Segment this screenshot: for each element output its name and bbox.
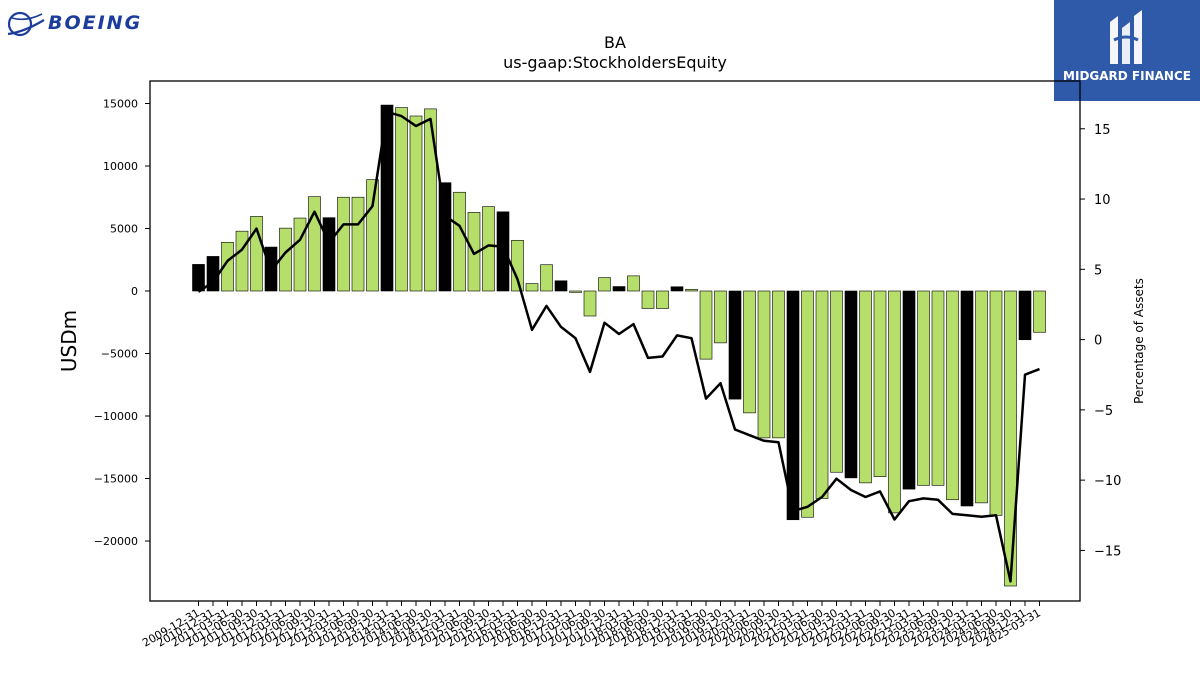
bar (714, 290, 727, 344)
y-tick-label: −20000 (94, 535, 138, 548)
y2-tick-label: 5 (1094, 263, 1102, 278)
bar (844, 290, 858, 479)
bar (989, 290, 1003, 516)
midgard-finance-logo: MIDGARD FINANCE (1054, 0, 1200, 101)
boeing-logo: BOEING (6, 6, 181, 44)
bar (1033, 290, 1046, 333)
bar (380, 104, 394, 292)
bar (830, 290, 843, 473)
bar (670, 286, 684, 292)
bar (699, 290, 713, 360)
bar (859, 290, 872, 484)
bar (235, 230, 249, 292)
bar (438, 182, 452, 292)
bar (322, 217, 336, 292)
bar (627, 275, 640, 292)
boeing-globe-icon (7, 11, 45, 37)
bar (409, 115, 423, 292)
midgard-wordmark: MIDGARD FINANCE (1063, 69, 1191, 83)
y-tick-label: 10000 (103, 160, 138, 173)
bar (786, 290, 800, 521)
bar (337, 196, 350, 292)
y2-tick-label: 15 (1094, 123, 1111, 138)
y-tick-label: 15000 (103, 98, 138, 111)
y2-tick-label: −15 (1094, 544, 1121, 559)
y2-tick-label: −5 (1094, 404, 1113, 419)
bar (453, 191, 466, 292)
bar (1018, 290, 1032, 341)
bar (1004, 290, 1017, 587)
bar (366, 179, 379, 292)
bar (569, 290, 582, 293)
y2-axis-label: Percentage of Assets (1132, 278, 1146, 404)
bar (801, 290, 814, 518)
chart-subtitle: us-gaap:StockholdersEquity (503, 53, 727, 72)
bar (612, 286, 626, 292)
chart-title: BA (604, 33, 626, 52)
plot-frame (149, 80, 1081, 602)
bar (946, 290, 959, 501)
bar (917, 290, 930, 486)
bar (743, 290, 756, 414)
y2-tick-label: 10 (1094, 193, 1111, 208)
bar (641, 290, 655, 309)
bar (815, 290, 829, 499)
bar (496, 211, 510, 292)
bar (685, 289, 698, 292)
bar (772, 290, 785, 439)
bar (525, 283, 539, 292)
y2-tick-label: −10 (1094, 474, 1121, 489)
bar (975, 290, 988, 504)
bar (728, 290, 742, 400)
y-tick-label: 5000 (110, 223, 138, 236)
bar (888, 290, 901, 514)
bar (395, 107, 408, 292)
y-tick-label: −15000 (94, 473, 138, 486)
bar (554, 280, 568, 292)
bar (221, 241, 234, 292)
bar (656, 290, 669, 309)
bar (424, 108, 437, 292)
bar (757, 290, 771, 439)
y-axis-label: USDm (57, 310, 81, 372)
boeing-wordmark: BOEING (48, 12, 143, 34)
bar (351, 196, 365, 292)
y-tick-label: −5000 (101, 348, 138, 361)
bar (583, 290, 597, 317)
series-line-percentage (197, 110, 1040, 583)
bar (192, 264, 205, 292)
y-tick-label: −10000 (94, 410, 138, 423)
bar (931, 290, 945, 486)
y-tick-label: 0 (131, 285, 138, 298)
bar (540, 264, 553, 292)
bar (902, 290, 916, 490)
bar (873, 290, 887, 477)
bar (598, 277, 611, 292)
y2-tick-label: 0 (1094, 334, 1102, 349)
midgard-emblem-icon (1110, 10, 1142, 64)
bar (960, 290, 974, 507)
